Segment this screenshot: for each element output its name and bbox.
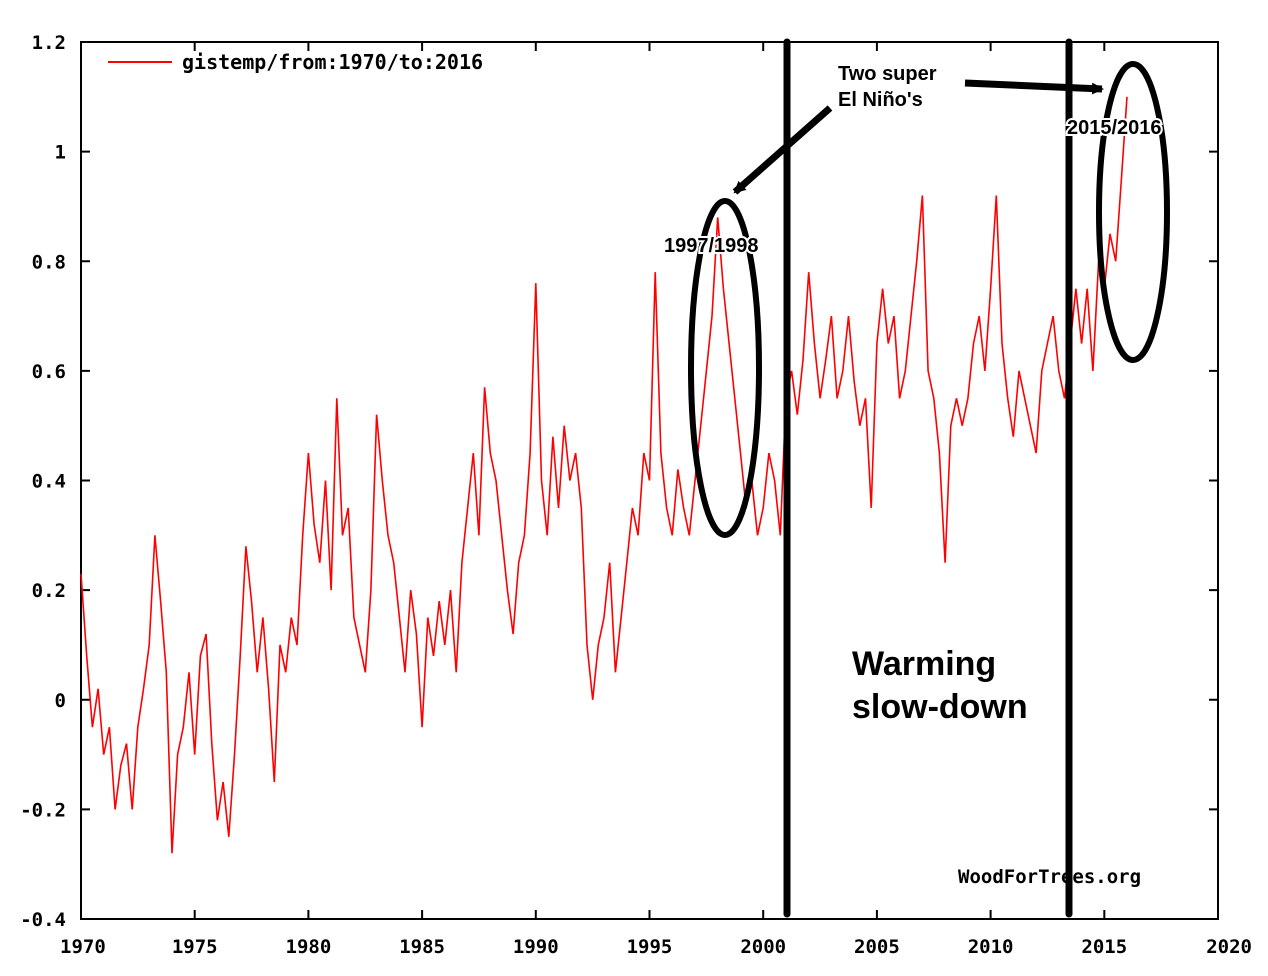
y-tick-label: -0.4 — [20, 909, 66, 931]
arrow-to-2016 — [964, 79, 1104, 95]
y-tick-label: 0.6 — [32, 361, 66, 383]
y-tick-label: 0 — [55, 690, 66, 712]
credit-text: WoodForTrees.org — [958, 866, 1141, 888]
y-tick-label: 0.4 — [32, 471, 66, 493]
circle-2016 — [1096, 61, 1170, 363]
slowdown-line-2: slow-down — [852, 688, 1028, 726]
legend-label: gistemp/from:1970/to:2016 — [182, 50, 483, 74]
legend: gistemp/from:1970/to:2016 — [108, 50, 483, 74]
x-tick-label: 1970 — [60, 936, 106, 958]
arrow-to-1998 — [732, 105, 833, 195]
y-tick-label: 1 — [55, 142, 66, 164]
callout-line-1: Two super — [838, 63, 937, 85]
x-tick-label: 2000 — [740, 936, 786, 958]
y-tick-label: 0.8 — [32, 251, 66, 273]
x-tick-label: 1995 — [627, 936, 673, 958]
x-tick-label: 1975 — [172, 936, 218, 958]
x-axis: 1970 1975 1980 1985 1990 1995 2000 2005 2010 2015… — [60, 42, 1252, 958]
series-line-gistemp — [80, 96, 1128, 854]
x-tick-label: 1980 — [286, 936, 332, 958]
x-tick-label: 1990 — [513, 936, 559, 958]
y-tick-label: -0.2 — [20, 799, 66, 821]
x-tick-label: 2010 — [968, 936, 1014, 958]
slowdown-line-1: Warming — [852, 645, 996, 683]
y-tick-label: 1.2 — [32, 32, 66, 54]
y-axis: 1.2 1 0.8 0.6 0.4 0.2 0 -0.2 -0.4 — [20, 32, 1218, 931]
label-2015-2016: 2015/2016 — [1067, 117, 1162, 139]
x-tick-label: 2020 — [1206, 936, 1252, 958]
y-tick-label: 0.2 — [32, 580, 66, 602]
x-tick-label: 2015 — [1081, 936, 1127, 958]
circle-1998 — [688, 198, 762, 538]
label-1997-1998: 1997/1998 — [664, 235, 759, 257]
callout-line-2: El Niño's — [838, 89, 923, 111]
x-tick-label: 1985 — [399, 936, 445, 958]
x-tick-label: 2005 — [854, 936, 900, 958]
